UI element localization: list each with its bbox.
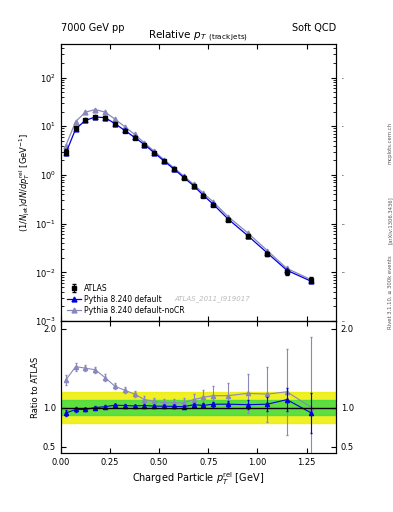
Line: Pythia 8.240 default-noCR: Pythia 8.240 default-noCR (63, 107, 314, 282)
Pythia 8.240 default (171, 166, 176, 172)
Pythia 8.240 default-noCR (132, 131, 137, 137)
Line: Pythia 8.240 default: Pythia 8.240 default (63, 115, 314, 284)
Pythia 8.240 default (245, 232, 250, 239)
Pythia 8.240 default (93, 114, 97, 120)
Pythia 8.240 default (64, 150, 68, 156)
Pythia 8.240 default-noCR (112, 116, 117, 122)
Pythia 8.240 default-noCR (309, 277, 314, 283)
Pythia 8.240 default (142, 141, 147, 147)
Pythia 8.240 default-noCR (201, 190, 206, 196)
Pythia 8.240 default-noCR (285, 265, 289, 271)
Pythia 8.240 default (73, 126, 78, 132)
Pythia 8.240 default-noCR (142, 140, 147, 146)
Pythia 8.240 default (285, 267, 289, 273)
Pythia 8.240 default-noCR (162, 157, 167, 163)
Pythia 8.240 default (83, 117, 88, 123)
Pythia 8.240 default (123, 127, 127, 134)
Pythia 8.240 default (132, 134, 137, 140)
Pythia 8.240 default (191, 183, 196, 189)
Pythia 8.240 default (162, 158, 167, 164)
Text: [arXiv:1306.3436]: [arXiv:1306.3436] (388, 196, 393, 244)
Pythia 8.240 default (211, 201, 215, 207)
Pythia 8.240 default-noCR (182, 173, 186, 179)
Pythia 8.240 default (201, 193, 206, 199)
Text: ATLAS_2011_I919017: ATLAS_2011_I919017 (174, 295, 250, 302)
Pythia 8.240 default-noCR (152, 148, 156, 155)
Bar (61, 400, 336, 415)
Pythia 8.240 default (265, 250, 270, 256)
Pythia 8.240 default-noCR (64, 142, 68, 148)
Bar (61, 392, 336, 423)
Pythia 8.240 default-noCR (211, 199, 215, 205)
Pythia 8.240 default-noCR (265, 247, 270, 253)
Title: Relative $p_T$ $_{(\mathrm{track\,jets})}$: Relative $p_T$ $_{(\mathrm{track\,jets})… (149, 28, 248, 44)
Pythia 8.240 default-noCR (83, 109, 88, 115)
Pythia 8.240 default-noCR (171, 165, 176, 171)
Pythia 8.240 default (309, 279, 314, 285)
Text: Rivet 3.1.10, ≥ 300k events: Rivet 3.1.10, ≥ 300k events (388, 255, 393, 329)
Pythia 8.240 default-noCR (245, 230, 250, 236)
Text: mcplots.cern.ch: mcplots.cern.ch (388, 122, 393, 164)
Pythia 8.240 default (152, 150, 156, 156)
Text: Soft QCD: Soft QCD (292, 23, 336, 33)
Pythia 8.240 default-noCR (73, 118, 78, 124)
Pythia 8.240 default-noCR (226, 214, 230, 220)
Pythia 8.240 default (103, 115, 108, 121)
Y-axis label: Ratio to ATLAS: Ratio to ATLAS (31, 356, 40, 418)
Pythia 8.240 default (182, 174, 186, 180)
Pythia 8.240 default-noCR (93, 106, 97, 113)
Pythia 8.240 default (112, 121, 117, 127)
Pythia 8.240 default-noCR (103, 109, 108, 115)
X-axis label: Charged Particle $p_T^\mathrm{rel}$ [GeV]: Charged Particle $p_T^\mathrm{rel}$ [GeV… (132, 470, 264, 486)
Pythia 8.240 default (226, 216, 230, 222)
Y-axis label: $(1/N_\mathrm{jet})dN/dp_T^\mathrm{rel}$ [GeV$^{-1}$]: $(1/N_\mathrm{jet})dN/dp_T^\mathrm{rel}$… (18, 133, 32, 232)
Pythia 8.240 default-noCR (123, 123, 127, 130)
Legend: ATLAS, Pythia 8.240 default, Pythia 8.240 default-noCR: ATLAS, Pythia 8.240 default, Pythia 8.24… (65, 282, 187, 317)
Text: 7000 GeV pp: 7000 GeV pp (61, 23, 125, 33)
Pythia 8.240 default-noCR (191, 181, 196, 187)
